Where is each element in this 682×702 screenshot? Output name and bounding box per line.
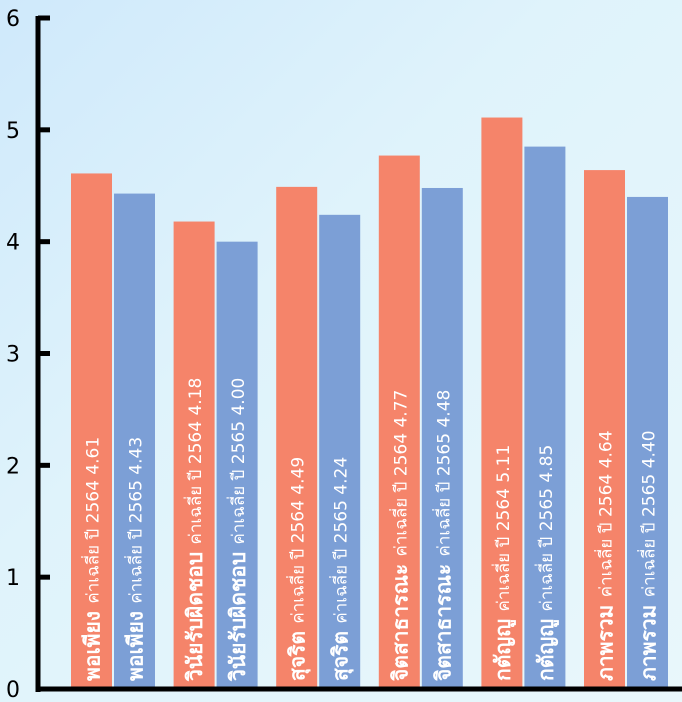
bar-category-label: สุจริต [286,631,312,681]
bar-value: 4.64 [597,430,617,468]
bar [276,186,318,689]
bar-value: 4.43 [127,437,147,475]
y-tick-label: 1 [6,566,20,591]
label-spacer: วินัยรับผิดชอบ [182,544,206,682]
bar-category-label: วินัยรับผิดชอบ [183,552,207,682]
bar-category-label: พอเพียง [81,611,105,681]
label-spacer: จิตสาธารณะ [387,556,411,681]
bar-value-label: พอเพียง ค่าเฉลี่ย ปี 2564 4.61 [80,437,104,681]
y-tick-label: 3 [6,343,20,368]
bar-series-prefix: ค่าเฉลี่ย ปี 2564 [286,495,309,624]
bar-series-prefix: ค่าเฉลี่ย ปี 2564 [594,468,617,597]
bar [114,193,155,689]
bar-category-label: กตัญญู [491,619,517,681]
bar-value: 4.85 [537,445,557,483]
label-spacer: จิตสาธารณะ [430,556,454,681]
bar-value: 4.18 [186,378,206,416]
bar-series-prefix: ค่าเฉลี่ย ปี 2564 [388,428,411,557]
y-tick-label: 4 [6,231,20,256]
bar [378,155,420,689]
bar-category-label: พอเพียง [124,611,148,681]
bar-category-label: กตัญญู [534,619,560,681]
bar [481,117,523,689]
bar [173,221,215,689]
axes: 0 1 2 3 4 5 6 [6,7,682,702]
bar-category-label: สุจริต [329,631,355,681]
label-spacer: ภาพรวม [593,597,617,681]
bar-value: 4.77 [391,390,411,428]
bar-value-label: กตัญญู ค่าเฉลี่ย ปี 2564 5.11 [490,445,516,681]
label-spacer: สุจริต [285,624,311,681]
bar-category-label: จิตสาธารณะ [388,564,412,682]
bar-value: 4.61 [84,437,104,475]
bar-value-label: สุจริต ค่าเฉลี่ย ปี 2565 4.24 [328,457,354,681]
bar [71,173,112,689]
bar-category-label: ภาพรวม [594,605,618,681]
bar-category-label: จิตสาธารณะ [431,564,455,682]
bar-series-prefix: ค่าเฉลี่ย ปี 2565 [329,495,352,624]
bar-value-label: พอเพียง ค่าเฉลี่ย ปี 2565 4.43 [123,437,147,681]
bar-series-prefix: ค่าเฉลี่ย ปี 2565 [124,475,147,604]
bar-value: 4.48 [434,390,454,428]
bar-series-prefix: ค่าเฉลี่ย ปี 2564 [491,483,514,612]
label-spacer: ภาพรวม [636,597,660,681]
bar-value: 4.24 [332,457,352,495]
bar-value-label: วินัยรับผิดชอบ ค่าเฉลี่ย ปี 2565 4.00 [225,378,249,683]
label-spacer: สุจริต [328,624,354,681]
bar-category-label: ภาพรวม [637,605,661,681]
bar-series-prefix: ค่าเฉลี่ย ปี 2565 [431,428,454,557]
bar-value: 4.49 [289,457,309,495]
bar-value-label: วินัยรับผิดชอบ ค่าเฉลี่ย ปี 2564 4.18 [182,378,206,683]
label-spacer: พอเพียง [123,604,147,681]
bar-value-label: กตัญญู ค่าเฉลี่ย ปี 2565 4.85 [533,445,559,681]
label-spacer: กตัญญู [533,612,559,681]
label-spacer: พอเพียง [80,604,104,681]
bar [421,187,463,689]
bar-value-label: สุจริต ค่าเฉลี่ย ปี 2564 4.49 [285,457,311,681]
bar-value-label: ภาพรวม ค่าเฉลี่ย ปี 2564 4.64 [593,430,617,681]
bar-value-label: จิตสาธารณะ ค่าเฉลี่ย ปี 2565 4.48 [430,390,454,682]
label-spacer: วินัยรับผิดชอบ [225,544,249,682]
y-tick-label: 5 [6,119,20,144]
bar-series-prefix: ค่าเฉลี่ย ปี 2565 [534,483,557,612]
bar-series-prefix: ค่าเฉลี่ย ปี 2565 [637,468,660,597]
bar-value-label: จิตสาธารณะ ค่าเฉลี่ย ปี 2564 4.77 [387,390,411,682]
y-tick-label: 6 [6,7,20,32]
label-spacer: กตัญญู [490,612,516,681]
bar-value: 4.00 [229,378,249,416]
bar-value: 5.11 [494,445,514,483]
bar [627,196,668,689]
y-tick-label: 2 [6,454,20,479]
bar-series-prefix: ค่าเฉลี่ย ปี 2564 [81,475,104,604]
bar [216,241,258,689]
bar-value-label: ภาพรวม ค่าเฉลี่ย ปี 2565 4.40 [636,430,660,681]
bar-category-label: วินัยรับผิดชอบ [226,552,250,682]
y-tick-label: 0 [6,678,20,702]
bar-series-prefix: ค่าเฉลี่ย ปี 2564 [183,416,206,545]
bar [319,214,361,689]
bar-value: 4.40 [640,430,660,468]
bar [524,146,566,689]
bar-series-prefix: ค่าเฉลี่ย ปี 2565 [226,416,249,545]
bar [584,170,625,690]
